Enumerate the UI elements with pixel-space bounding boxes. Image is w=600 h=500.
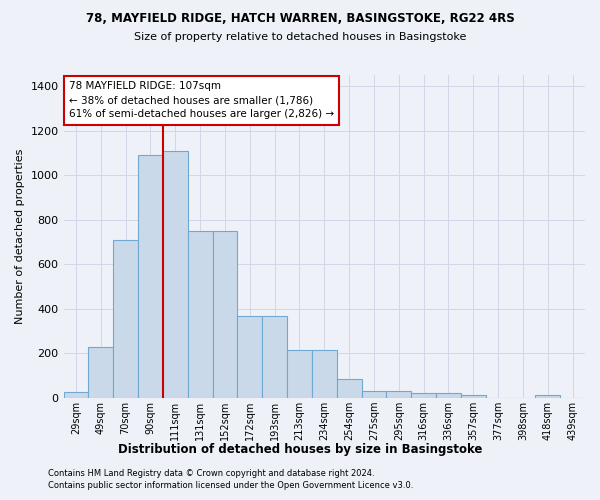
Bar (188, 231, 212, 398)
Bar (411, 394, 436, 398)
Bar (436, 394, 461, 398)
Bar (212, 231, 238, 398)
Text: 78 MAYFIELD RIDGE: 107sqm
← 38% of detached houses are smaller (1,786)
61% of se: 78 MAYFIELD RIDGE: 107sqm ← 38% of detac… (69, 82, 334, 120)
Text: Size of property relative to detached houses in Basingstoke: Size of property relative to detached ho… (134, 32, 466, 42)
Bar (386, 391, 411, 398)
Bar (163, 150, 188, 398)
Bar (337, 379, 362, 398)
Text: Distribution of detached houses by size in Basingstoke: Distribution of detached houses by size … (118, 442, 482, 456)
Y-axis label: Number of detached properties: Number of detached properties (15, 148, 25, 324)
Bar (113, 240, 138, 398)
Bar (461, 396, 485, 398)
Text: Contains HM Land Registry data © Crown copyright and database right 2024.: Contains HM Land Registry data © Crown c… (48, 468, 374, 477)
Text: Contains public sector information licensed under the Open Government Licence v3: Contains public sector information licen… (48, 481, 413, 490)
Bar (262, 316, 287, 398)
Bar (312, 350, 337, 398)
Bar (287, 350, 312, 398)
Bar (535, 396, 560, 398)
Bar (88, 346, 113, 398)
Bar (238, 316, 262, 398)
Bar (362, 391, 386, 398)
Text: 78, MAYFIELD RIDGE, HATCH WARREN, BASINGSTOKE, RG22 4RS: 78, MAYFIELD RIDGE, HATCH WARREN, BASING… (86, 12, 514, 26)
Bar (64, 392, 88, 398)
Bar (138, 155, 163, 398)
